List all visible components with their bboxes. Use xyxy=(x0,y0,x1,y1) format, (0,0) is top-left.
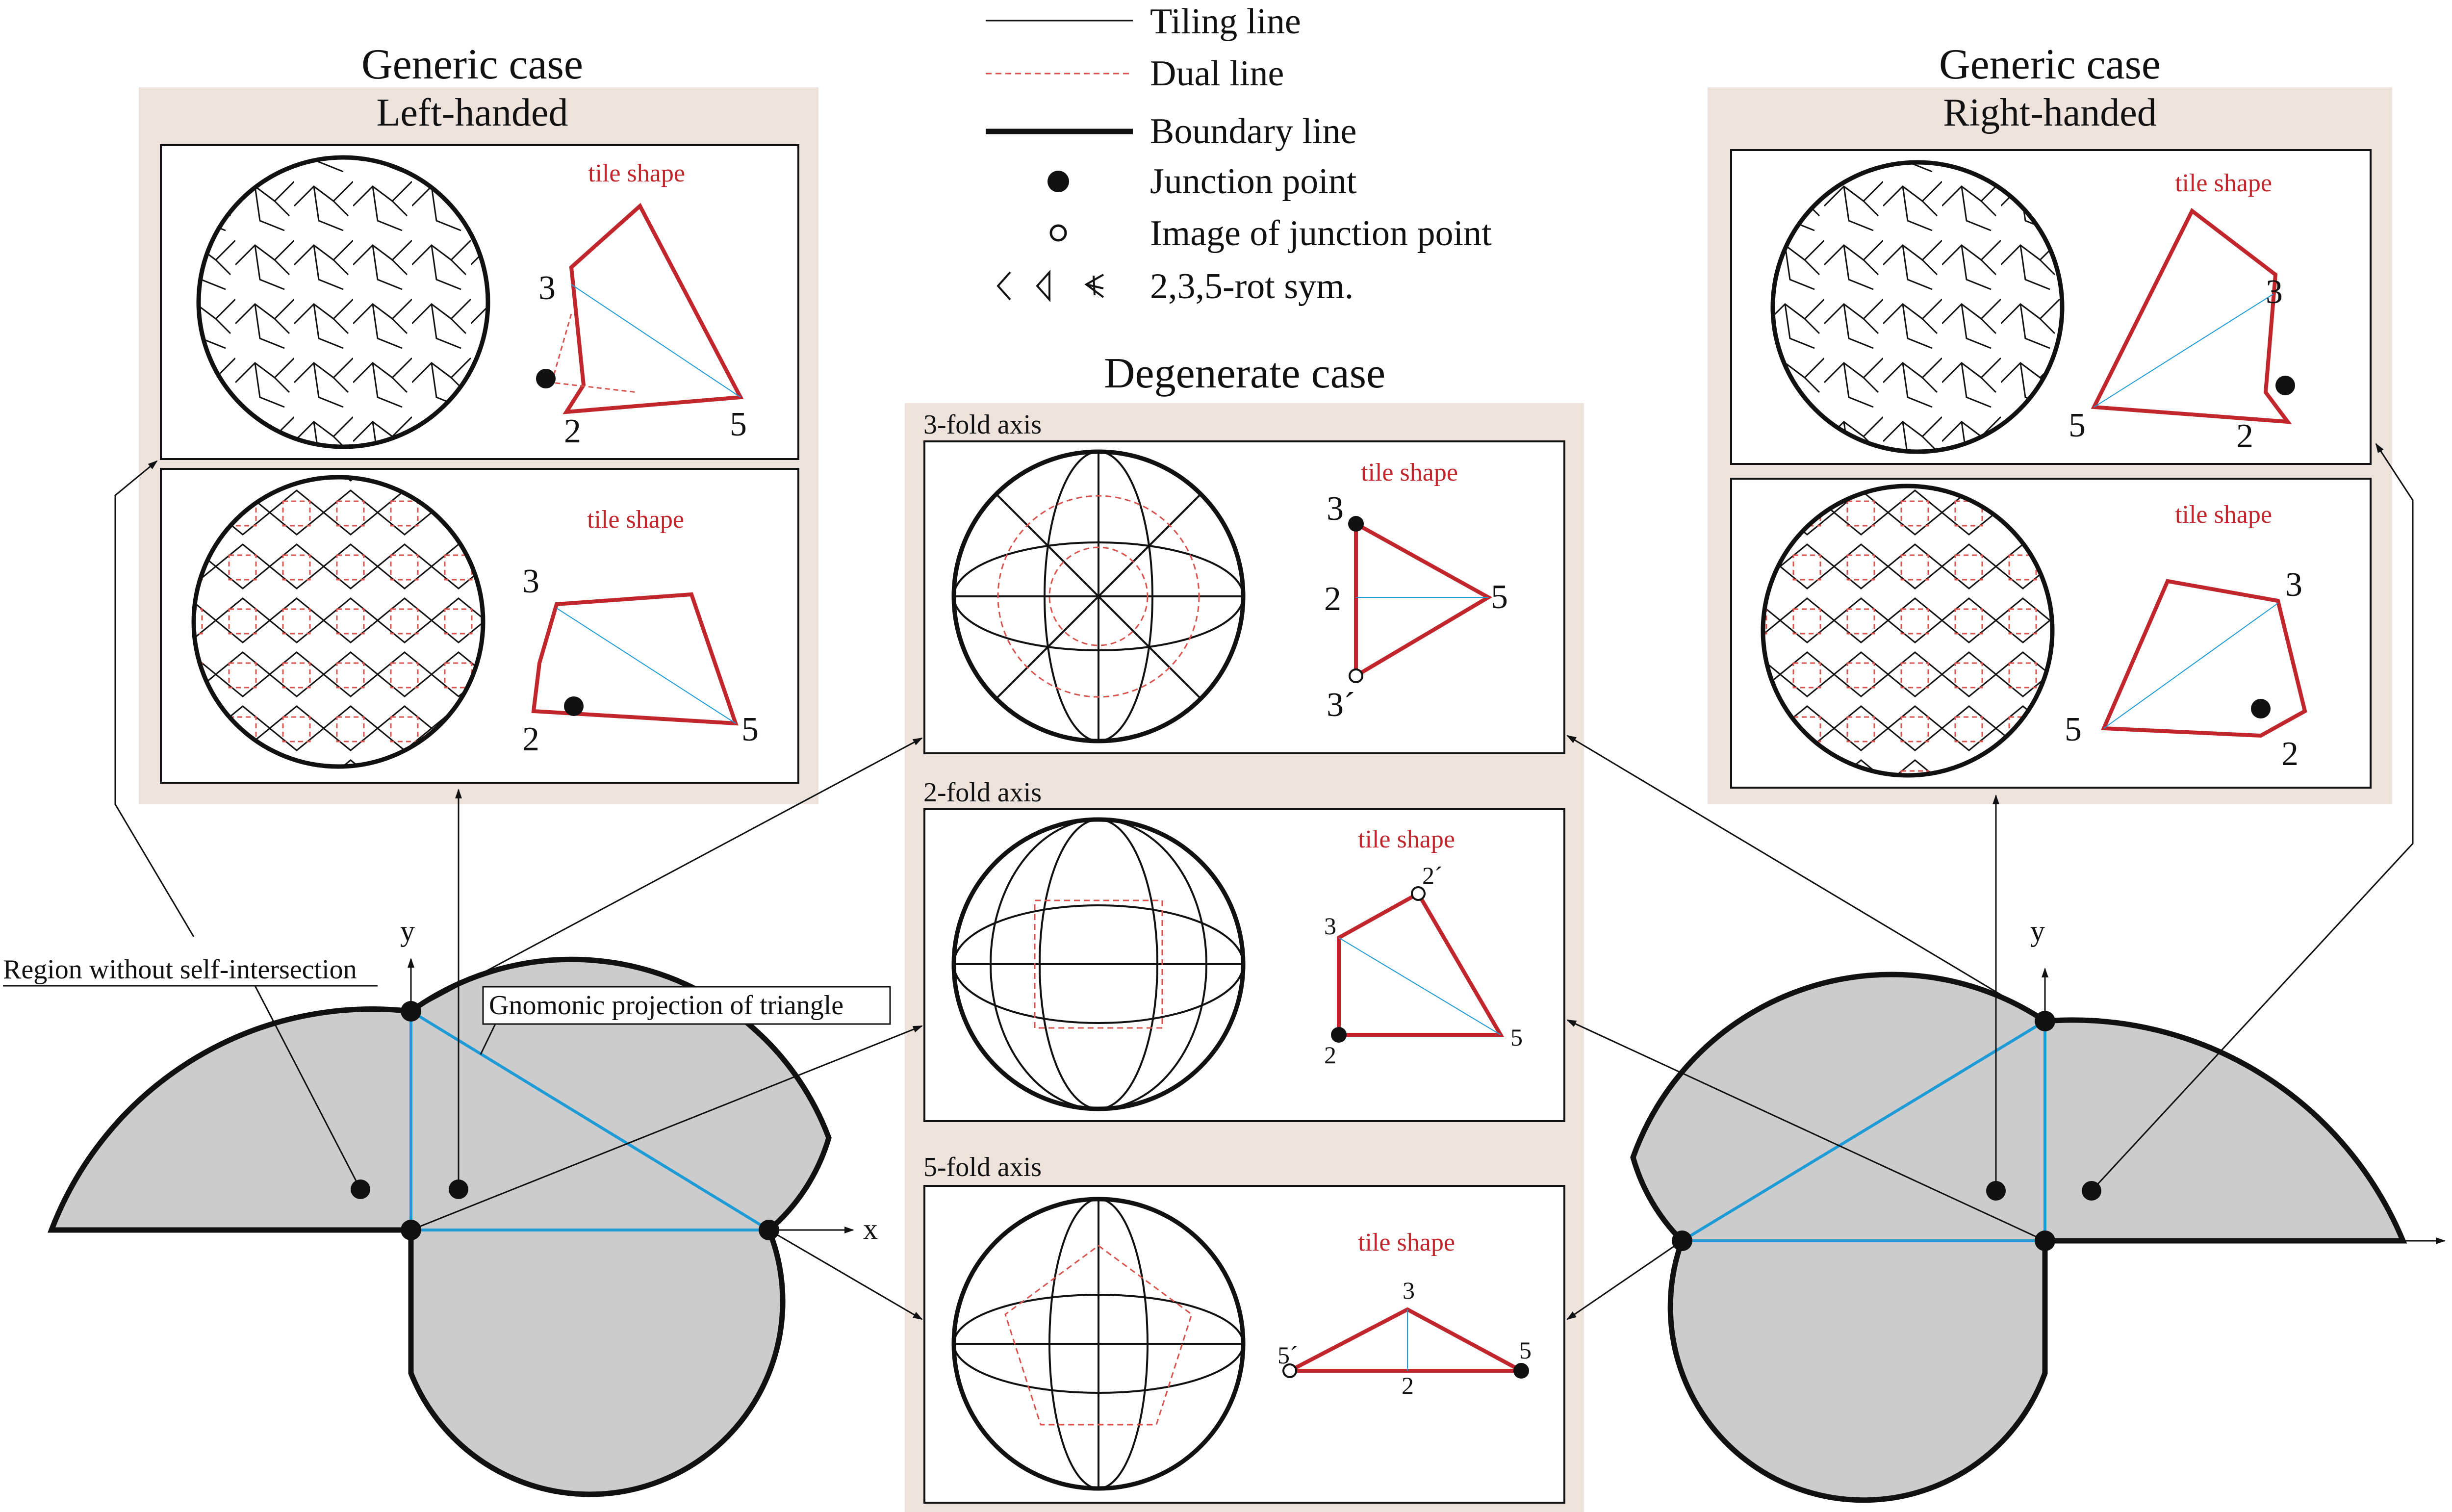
gnomonic-label: Gnomonic projection of triangle xyxy=(489,990,843,1021)
legend-junction-icon xyxy=(1047,171,1069,192)
right-top-junction xyxy=(2275,376,2295,395)
axis2-tile-label: tile shape xyxy=(1358,825,1455,853)
left-top-tile-label: tile shape xyxy=(588,159,685,187)
legend-boundary-line: Boundary line xyxy=(1150,111,1356,152)
axis2-image-junction xyxy=(1411,886,1426,901)
right-top-v5: 5 xyxy=(2069,407,2086,444)
axis3-box: tile shape 3 2 5 3´ xyxy=(923,440,1565,754)
left-top-v3: 3 xyxy=(538,269,556,307)
right-bottom-sphere xyxy=(1761,484,2055,778)
left-heading: Generic case xyxy=(361,41,583,88)
right-top-sphere xyxy=(1770,160,2065,454)
left-bottom-box: tile shape 3 2 5 xyxy=(160,468,799,784)
left-region-shape xyxy=(48,956,832,1497)
connectors xyxy=(114,443,2414,1320)
axis5-box: tile shape 3 5´ 5 2 xyxy=(923,1185,1565,1504)
axis5-label: 5-fold axis xyxy=(923,1152,1042,1182)
right-top-box: tile shape 3 5 2 xyxy=(1730,149,2372,465)
axis5-v5p: 5´ xyxy=(1277,1341,1298,1369)
axis5-image-junction xyxy=(1282,1363,1297,1378)
center-heading: Degenerate case xyxy=(1104,350,1385,397)
right-top-tile-shape xyxy=(2091,207,2292,424)
left-bottom-v3: 3 xyxy=(522,563,539,600)
right-subheading: Right-handed xyxy=(1943,91,2156,134)
left-subheading: Left-handed xyxy=(377,91,568,134)
legend: Tiling line Dual line Boundary line Junc… xyxy=(986,1,1492,307)
right-bottom-tile-shape xyxy=(2101,579,2307,738)
legend-rot-sym: 2,3,5-rot sym. xyxy=(1150,266,1354,307)
right-top-v3: 3 xyxy=(2266,273,2283,311)
axis3-junction xyxy=(1348,516,1364,532)
right-bottom-v3: 3 xyxy=(2285,566,2302,604)
axis2-label: 2-fold axis xyxy=(923,777,1042,808)
axis5-v3: 3 xyxy=(1403,1277,1415,1304)
axis3-v5: 5 xyxy=(1491,578,1508,616)
left-bottom-v2: 2 xyxy=(522,720,539,758)
axis2-v5: 5 xyxy=(1510,1024,1523,1051)
right-bottom-box: tile shape 3 5 2 xyxy=(1730,478,2372,789)
axis2-junction xyxy=(1331,1027,1347,1043)
left-top-box: tile shape 3 2 5 xyxy=(160,144,799,460)
rot-sym-3-icon xyxy=(1036,269,1050,303)
right-bottom-v2: 2 xyxy=(2281,735,2299,773)
left-bottom-tile-label: tile shape xyxy=(587,506,684,534)
right-top-tile-label: tile shape xyxy=(2175,169,2272,197)
region-label: Region without self-intersection xyxy=(3,954,357,985)
legend-tiling-line: Tiling line xyxy=(1150,1,1301,42)
left-top-junction xyxy=(536,369,556,388)
right-bottom-tile-label: tile shape xyxy=(2175,501,2272,529)
axis3-v3p: 3´ xyxy=(1327,686,1355,724)
rot-sym-2-icon xyxy=(996,271,1011,301)
axis5-junction xyxy=(1513,1363,1529,1379)
legend-image-junction-point: Image of junction point xyxy=(1150,213,1492,254)
legend-junction-point: Junction point xyxy=(1150,161,1357,202)
axis3-v3: 3 xyxy=(1327,490,1344,528)
axis3-tile-label: tile shape xyxy=(1361,459,1458,487)
right-bottom-v5: 5 xyxy=(2065,711,2082,748)
right-region: y x xyxy=(1630,915,2446,1503)
legend-dual-line: Dual line xyxy=(1150,53,1284,94)
left-top-sphere xyxy=(196,155,490,449)
axis3-image-junction xyxy=(1349,668,1363,683)
left-y-label: y xyxy=(400,915,415,947)
right-y-label: y xyxy=(2030,915,2045,947)
axis5-tile-shape xyxy=(1289,1307,1522,1373)
right-top-v2: 2 xyxy=(2236,417,2253,455)
axis5-tile-label: tile shape xyxy=(1358,1229,1455,1256)
left-bottom-tile-shape xyxy=(531,592,739,726)
axis3-label: 3-fold axis xyxy=(923,410,1042,440)
axis2-box: tile shape 3 2´ 2 5 xyxy=(923,808,1565,1122)
axis2-v2p: 2´ xyxy=(1422,862,1443,889)
left-bottom-junction xyxy=(564,696,584,716)
axis3-v2: 2 xyxy=(1324,580,1341,618)
left-bottom-sphere xyxy=(191,475,485,769)
left-region: y x Region without self-intersection Gno… xyxy=(3,915,891,1497)
right-heading: Generic case xyxy=(1939,41,2161,88)
axis2-v2: 2 xyxy=(1324,1041,1336,1069)
left-top-v5: 5 xyxy=(730,406,747,443)
left-x-label: x xyxy=(863,1213,878,1245)
legend-image-junction-icon xyxy=(1049,224,1067,242)
axis5-v2: 2 xyxy=(1402,1372,1414,1399)
axis5-v5: 5 xyxy=(1519,1336,1532,1364)
left-top-tile-shape xyxy=(562,203,744,414)
axis3-tile-shape xyxy=(1354,520,1493,680)
right-region-shape xyxy=(1630,972,2407,1503)
rot-sym-5-icon xyxy=(1084,274,1104,298)
left-bottom-v5: 5 xyxy=(741,711,759,748)
left-top-v2: 2 xyxy=(564,412,581,450)
right-bottom-junction xyxy=(2251,699,2271,718)
axis2-v3: 3 xyxy=(1324,912,1336,940)
